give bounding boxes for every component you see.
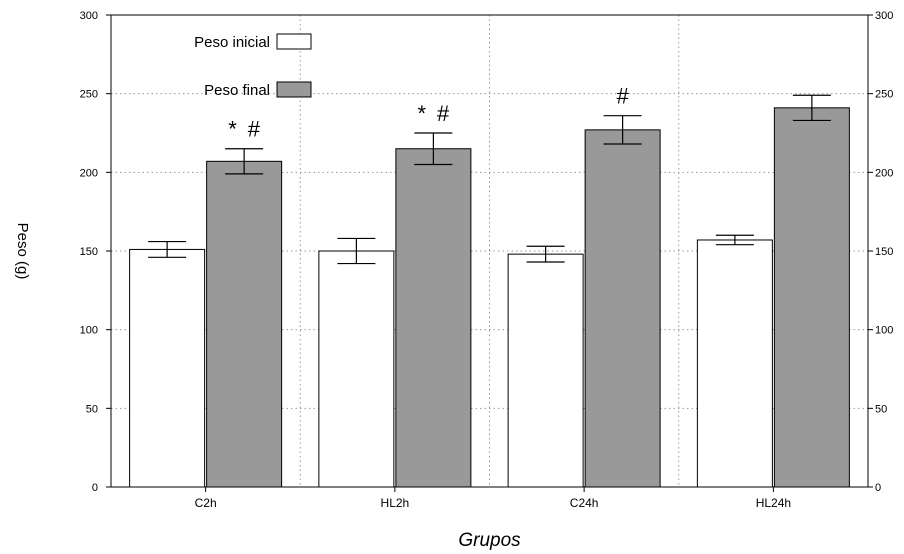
significance-marker: # — [617, 84, 630, 109]
x-tick-label: HL24h — [756, 496, 791, 510]
bar-peso-final — [773, 107, 850, 488]
y-tick-label-right: 200 — [875, 167, 893, 179]
y-tick-label: 150 — [80, 246, 98, 258]
error-bars — [148, 94, 831, 265]
y-tick-label: 0 — [92, 482, 98, 494]
axes: 0 0 50 50 100 100 150 150 200 200 250 250 300 300 C2h H… — [80, 10, 894, 510]
x-tick-label: HL2h — [381, 496, 410, 510]
y-tick-label: 50 — [86, 403, 98, 415]
y-tick-label: 250 — [80, 89, 98, 101]
bar-peso-final — [584, 129, 661, 488]
legend-label: Peso final — [204, 82, 270, 99]
y-tick-label-right: 100 — [875, 325, 893, 337]
bar-peso-final — [395, 148, 472, 488]
legend-swatch — [276, 33, 312, 50]
y-tick-label: 100 — [80, 325, 98, 337]
bar-peso-inicial — [129, 248, 206, 488]
y-tick-label-right: 150 — [875, 246, 893, 258]
legend-swatch — [276, 81, 312, 98]
bar-peso-inicial — [696, 239, 773, 488]
x-tick-label: C2h — [195, 496, 217, 510]
x-tick-label: C24h — [570, 496, 599, 510]
bar-peso-final — [206, 160, 283, 488]
bar-peso-inicial — [318, 250, 395, 488]
legend-label: Peso inicial — [194, 34, 270, 51]
significance-marker: * # — [417, 101, 450, 126]
y-tick-label-right: 0 — [875, 482, 881, 494]
y-axis-label: Peso (g) — [14, 223, 31, 280]
legend: Peso inicial Peso final — [194, 33, 312, 99]
bar-peso-inicial — [507, 253, 584, 488]
y-tick-label-right: 250 — [875, 89, 893, 101]
x-axis-label: Grupos — [458, 530, 521, 551]
y-tick-label: 300 — [80, 10, 98, 22]
y-tick-label-right: 300 — [875, 10, 893, 22]
y-tick-label: 200 — [80, 167, 98, 179]
significance-marker: * # — [228, 117, 261, 142]
bars — [129, 107, 850, 488]
y-tick-label-right: 50 — [875, 403, 887, 415]
annotations: * # * # # — [228, 84, 629, 142]
